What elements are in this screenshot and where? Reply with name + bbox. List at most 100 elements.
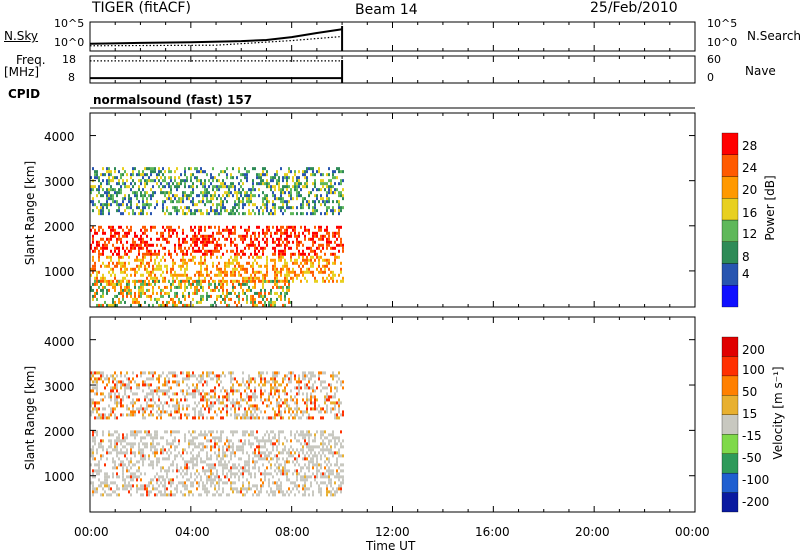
power-cell (224, 300, 226, 304)
velocity-cell (198, 493, 200, 497)
velocity-cell (210, 401, 212, 405)
power-cell (192, 173, 194, 177)
velocity-cell (224, 404, 226, 408)
velocity-cell (254, 436, 256, 440)
power-cell (288, 279, 290, 283)
power-cell (248, 188, 250, 192)
velocity-cell (328, 475, 330, 479)
velocity-cell (104, 475, 106, 479)
velocity-cell (272, 436, 274, 440)
power-cell (254, 212, 256, 216)
velocity-cell (286, 472, 288, 476)
velocity-cell (230, 481, 232, 485)
velocity-cell (164, 430, 166, 434)
velocity-cell (216, 430, 218, 434)
power-cell (268, 300, 270, 304)
velocity-cell (186, 460, 188, 464)
velocity-cell (172, 392, 174, 396)
velocity-cell (312, 448, 314, 452)
velocity-cell (334, 374, 336, 378)
power-cell (234, 200, 236, 204)
power-cell (292, 206, 294, 210)
velocity-cell (306, 398, 308, 402)
velocity-cell (338, 439, 340, 443)
power-cell (256, 225, 258, 229)
power-cell (138, 179, 140, 183)
power-cell (312, 240, 314, 244)
power-cell (318, 264, 320, 268)
velocity-cell (314, 433, 316, 437)
power-cell (164, 276, 166, 280)
velocity-cell (302, 484, 304, 488)
velocity-cell (138, 398, 140, 402)
power-cell (140, 182, 142, 186)
power-cell (182, 179, 184, 183)
power-cell (138, 170, 140, 174)
power-cell (172, 200, 174, 204)
velocity-cell (154, 475, 156, 479)
power-cell (308, 194, 310, 198)
velocity-cell (258, 454, 260, 458)
power-cell (186, 279, 188, 283)
power-cell (312, 182, 314, 186)
power-cell (294, 261, 296, 265)
velocity-cell (318, 371, 320, 375)
velocity-cell (316, 481, 318, 485)
power-cell (130, 176, 132, 180)
power-cell (126, 285, 128, 289)
velocity-cell (234, 389, 236, 393)
velocity-cell (206, 454, 208, 458)
velocity-cell (156, 493, 158, 497)
power-cell (292, 279, 294, 283)
power-cell (282, 197, 284, 201)
power-cell (212, 234, 214, 238)
velocity-cell (300, 380, 302, 384)
power-cell (302, 270, 304, 274)
power-cell (202, 279, 204, 283)
velocity-cell (132, 442, 134, 446)
velocity-cell (318, 484, 320, 488)
power-cell (280, 188, 282, 192)
power-cell (338, 209, 340, 213)
velocity-cell (186, 466, 188, 470)
power-cell (178, 185, 180, 189)
velocity-cell (242, 371, 244, 375)
power-cell (332, 173, 334, 177)
velocity-cell (336, 386, 338, 390)
power-cell (322, 185, 324, 189)
velocity-cell (320, 407, 322, 411)
power-cell (98, 188, 100, 192)
power-cell (172, 194, 174, 198)
velocity-cell (322, 371, 324, 375)
velocity-cell (288, 416, 290, 420)
velocity-cell (114, 377, 116, 381)
velocity-cell (324, 472, 326, 476)
velocity-cell (278, 469, 280, 473)
velocity-cell (280, 484, 282, 488)
power-cell (212, 209, 214, 213)
power-cell (220, 170, 222, 174)
velocity-cell (92, 436, 94, 440)
power-cell (108, 167, 110, 171)
velocity-cell (148, 490, 150, 494)
velocity-cell (166, 380, 168, 384)
power-cell (96, 188, 98, 192)
power-cell (290, 212, 292, 216)
velocity-cell (232, 466, 234, 470)
velocity-cell (102, 439, 104, 443)
power-cell (174, 300, 176, 304)
power-cell (298, 240, 300, 244)
velocity-cell (294, 407, 296, 411)
power-cell (260, 206, 262, 210)
velocity-cell (294, 493, 296, 497)
velocity-cell (284, 377, 286, 381)
power-cell (136, 243, 138, 247)
power-cell (196, 237, 198, 241)
power-cell (156, 231, 158, 235)
velocity-cell (224, 475, 226, 479)
power-cell (324, 264, 326, 268)
velocity-cell (310, 392, 312, 396)
velocity-cell (330, 478, 332, 482)
velocity-cell (210, 433, 212, 437)
velocity-cell (176, 490, 178, 494)
